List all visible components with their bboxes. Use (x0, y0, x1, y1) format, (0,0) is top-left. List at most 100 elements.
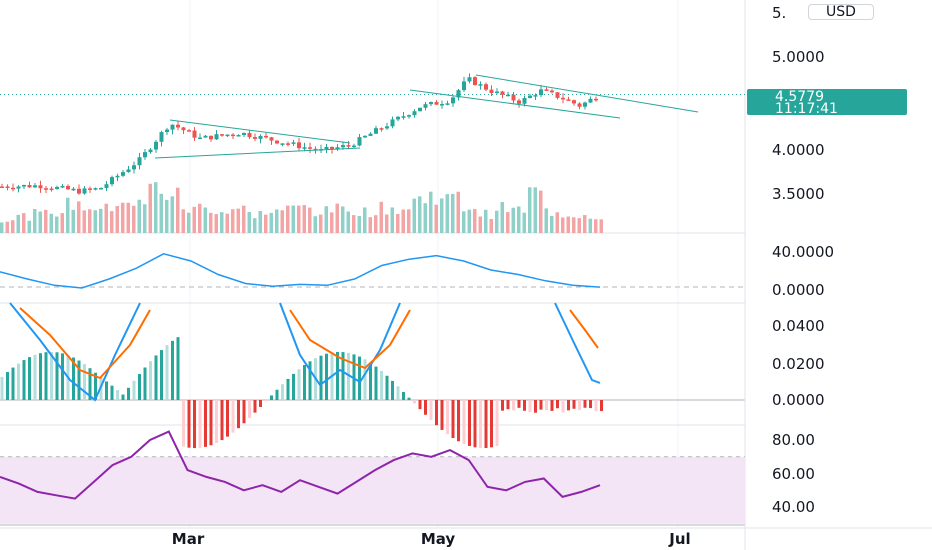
volume-bar (495, 210, 499, 233)
volume-bar (533, 187, 537, 233)
candle-body (423, 104, 428, 108)
macd-hist-bar (160, 350, 163, 400)
candle-body (522, 98, 527, 104)
macd-hist-bar (132, 380, 136, 400)
candle-body (121, 172, 125, 176)
macd-hist-bar (281, 384, 284, 400)
currency-selector[interactable]: USD (808, 4, 874, 20)
macd-hist-bar (583, 400, 587, 408)
volume-bar (506, 212, 510, 233)
macd-hist-bar (490, 400, 493, 448)
volume-bar (198, 203, 202, 233)
macd-hist-bar (594, 400, 598, 411)
macd-hist-bar (556, 400, 559, 409)
volume-bar (517, 206, 521, 233)
candle-body (363, 135, 367, 138)
signal-line (19, 307, 151, 380)
volume-bar (385, 214, 389, 233)
candle-body (555, 92, 560, 98)
volume-bar (291, 205, 295, 233)
adx-tick-label: 0.0000 (772, 281, 825, 299)
macd-hist-bar (22, 360, 26, 400)
volume-bar (588, 218, 592, 233)
candle-body (572, 100, 576, 104)
adx-layer (0, 253, 601, 289)
macd-hist-bar (176, 337, 180, 400)
macd-hist-bar (61, 353, 64, 400)
volume-bar (445, 194, 449, 233)
rsi-tick-label: 60.00 (772, 465, 815, 483)
volume-bar (60, 213, 64, 233)
volume-bar (434, 204, 438, 233)
trendline (409, 89, 621, 119)
candle-body (418, 107, 422, 112)
macd-hist-bar (589, 400, 592, 409)
macd-line (554, 302, 601, 384)
signal-line (289, 309, 411, 370)
volume-bar (115, 205, 119, 233)
macd-hist-bar (297, 369, 301, 400)
candle-body (346, 145, 351, 147)
macd-hist-bar (231, 400, 235, 433)
macd-hist-bar (248, 400, 251, 419)
macd-hist-bar (50, 351, 53, 400)
volume-bar (363, 207, 367, 233)
macd-hist-bar (204, 400, 207, 447)
candle-body (357, 137, 362, 146)
macd-hist-bar (105, 381, 108, 400)
candle-body (143, 152, 147, 158)
candle-body (478, 84, 483, 86)
macd-hist-bar (149, 361, 152, 400)
volume-bar (577, 218, 581, 233)
macd-hist-bar (435, 400, 438, 426)
volume-bar (594, 219, 598, 233)
volume-bar (412, 198, 416, 233)
volume-bar (390, 207, 394, 233)
volume-bar (440, 198, 444, 233)
candle-body (203, 135, 208, 138)
candle-body (269, 137, 274, 141)
macd-hist-bar (303, 365, 306, 400)
candle-body (187, 130, 191, 132)
macd-hist-bar (391, 380, 394, 400)
volume-bar (319, 214, 323, 233)
macd-hist-bar (561, 400, 565, 413)
rsi-tick-label: 80.00 (772, 431, 815, 449)
candle-body (489, 89, 494, 94)
volume-bar (159, 193, 163, 233)
macd-hist-bar (253, 400, 257, 413)
macd-hist-bar (363, 359, 367, 400)
macd-hist-bar (226, 400, 229, 437)
volume-bar (148, 183, 152, 233)
macd-layer (0, 302, 603, 449)
macd-hist-bar (215, 400, 218, 443)
macd-hist-bar (116, 390, 119, 400)
candle-body (198, 137, 202, 140)
macd-hist-bar (55, 352, 59, 400)
macd-hist-bar (358, 356, 361, 400)
candle-body (247, 132, 252, 138)
volume-bar (220, 212, 224, 233)
volume-bar (352, 215, 356, 233)
price-scale-top-label: 5. (772, 4, 787, 22)
time-tick-label: Jul (668, 530, 690, 548)
macd-hist-bar (396, 386, 400, 400)
volume-bar (33, 209, 37, 233)
candle-body (445, 103, 450, 105)
candle-body (148, 149, 153, 153)
volume-bar (467, 209, 471, 233)
volume-bar (214, 214, 218, 233)
volume-bar (137, 199, 141, 233)
volume-bar (176, 187, 180, 233)
candle-body (11, 187, 15, 190)
candle-body (22, 184, 26, 187)
candle-body (38, 185, 43, 189)
axes-layer: 5.0000 4.0000 3.5000 40.0000 0.0000 0.0400 0.0… (172, 48, 834, 548)
volume-bar (104, 203, 108, 233)
volume-bar (126, 202, 130, 233)
macd-hist-bar (325, 353, 328, 400)
macd-hist-bar (259, 400, 262, 407)
macd-hist-bar (11, 367, 15, 400)
macd-hist-bar (127, 387, 130, 400)
